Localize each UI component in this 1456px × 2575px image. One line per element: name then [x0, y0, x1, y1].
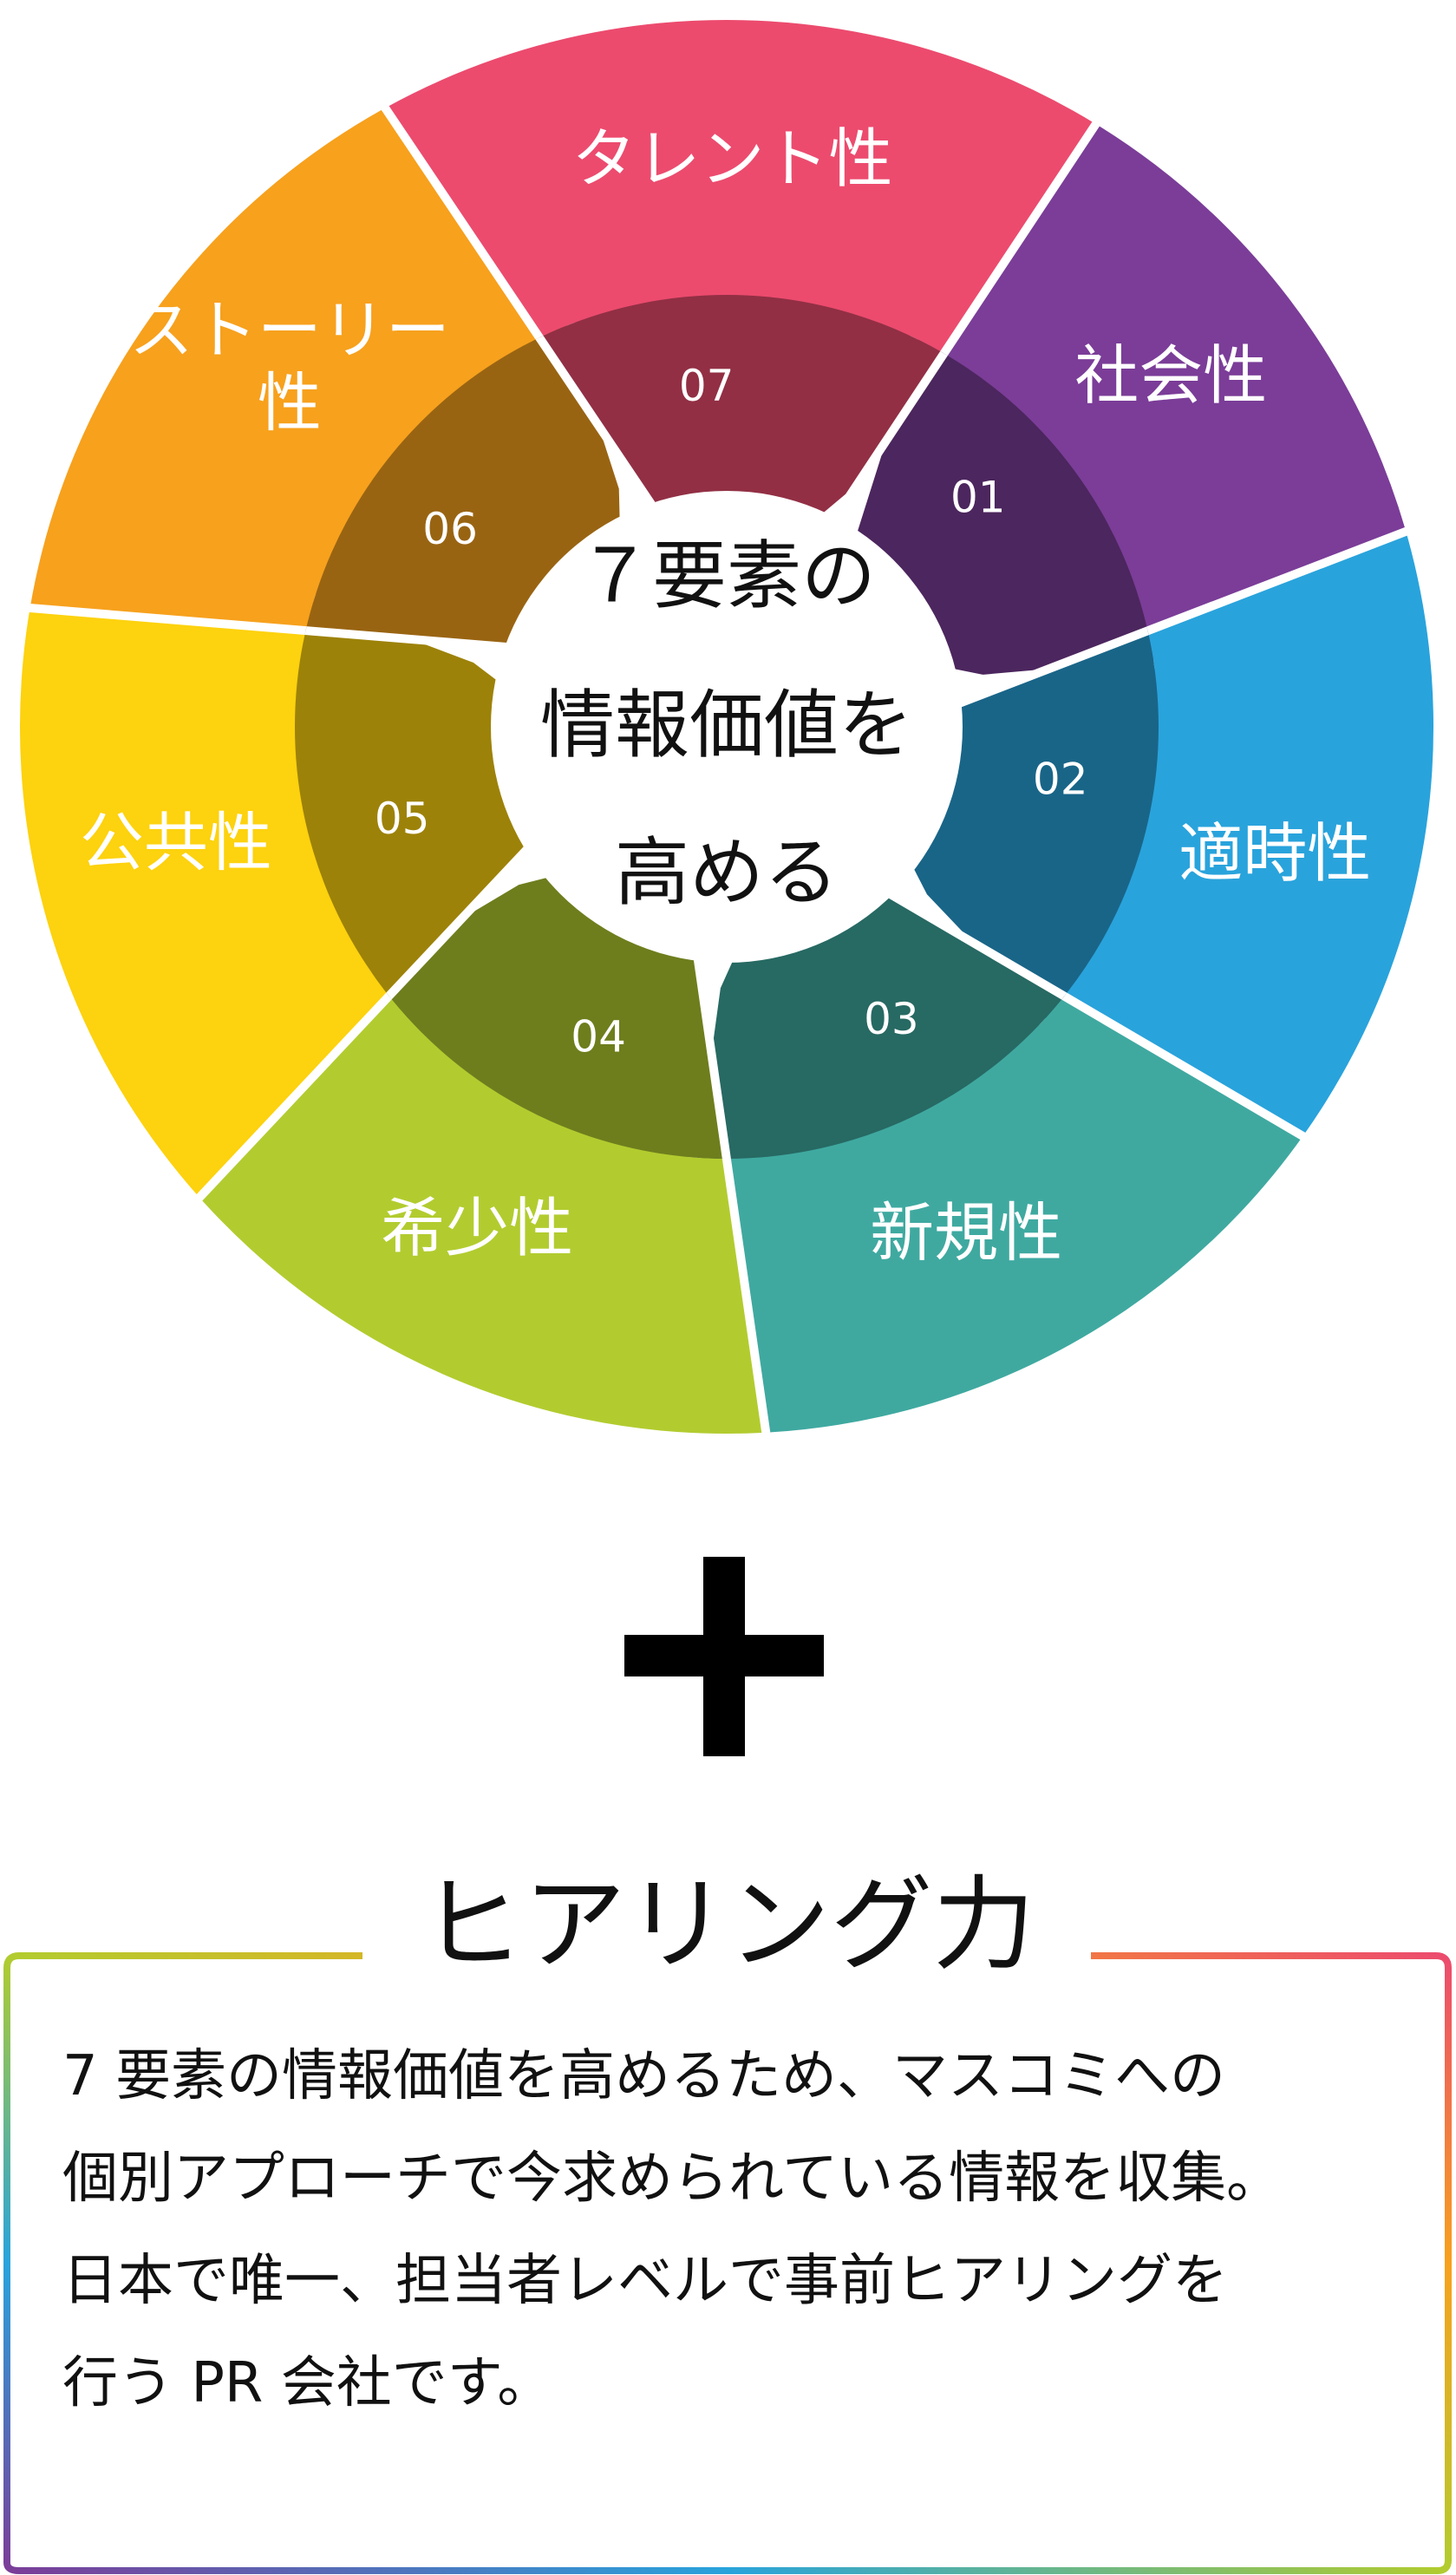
center-line-2: 情報価値を [540, 682, 913, 768]
segment-number-01: 01 [950, 473, 1006, 523]
segment-label-04: 希少性 [381, 1191, 573, 1265]
center-line-1: ７要素の [578, 533, 876, 619]
hearing-description: 7 要素の情報価値を高めるため、マスコミへの 個別アプローチで今求められている情… [62, 2025, 1415, 2434]
segment-number-02: 02 [1033, 754, 1088, 804]
center-line-3: 高める [615, 829, 839, 916]
segment-inner-05 [295, 493, 617, 1159]
hearing-frame [3, 1952, 1452, 2574]
segment-label-06: 性 [258, 366, 322, 441]
segment-number-03: 03 [864, 994, 919, 1044]
description-line-2: 個別アプローチで今求められている情報を収集。 [62, 2147, 1283, 2211]
segment-number-07: 07 [679, 361, 735, 411]
segment-number-05: 05 [375, 794, 430, 844]
segment-label-07: タレント性 [571, 122, 892, 197]
center-disc [491, 491, 963, 963]
description-line-1: 7 要素の情報価値を高めるため、マスコミへの [62, 2044, 1226, 2108]
center-text: ７要素の 情報価値を 高める [540, 533, 913, 916]
segment-inner-07 [376, 295, 1105, 612]
plus-vertical-bar [703, 1557, 745, 1756]
plus-icon [624, 1557, 824, 1756]
description-line-3: 日本で唯一、担当者レベルで事前ヒアリングを [62, 2249, 1228, 2313]
segment-label-01: 社会性 [1074, 338, 1267, 413]
segment-label-06: ストーリー [129, 293, 450, 368]
description-line-4: 行う PR 会社です。 [62, 2351, 553, 2415]
segment-label-02: 適時性 [1179, 816, 1371, 891]
segment-number-04: 04 [571, 1011, 626, 1062]
segment-label-05: 公共性 [80, 806, 272, 880]
segment-number-06: 06 [422, 504, 478, 554]
hearing-title: ヒアリング力 [421, 1865, 1035, 1984]
segment-label-03: 新規性 [870, 1196, 1062, 1271]
